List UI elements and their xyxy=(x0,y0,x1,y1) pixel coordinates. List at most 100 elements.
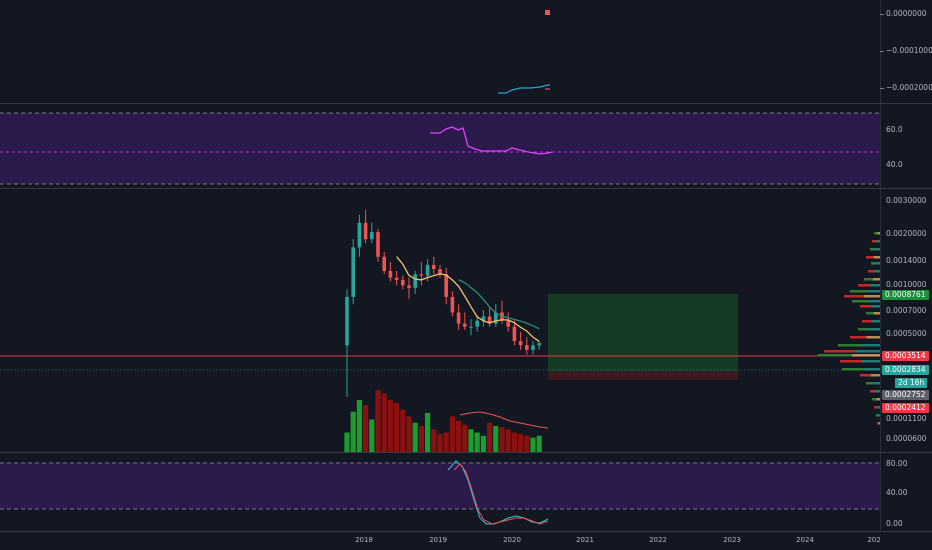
volume-profile-bar xyxy=(862,320,872,323)
time-axis[interactable] xyxy=(0,532,932,550)
volume-profile-bar xyxy=(871,305,880,308)
pane-separator[interactable] xyxy=(0,452,932,453)
volume-profile-bar xyxy=(872,278,880,281)
volume-profile-bar xyxy=(824,350,855,353)
volume-profile-bar xyxy=(850,290,867,293)
volume-profile-bar xyxy=(877,232,880,235)
volume-bar xyxy=(474,432,480,452)
volume-profile-bar xyxy=(866,336,880,339)
volume-profile-bar xyxy=(866,382,874,385)
volume-profile-bar xyxy=(866,290,880,293)
candle-body xyxy=(419,274,424,276)
volume-bar xyxy=(511,432,517,452)
price-scale-label: 0.0010000 xyxy=(886,280,927,289)
volume-profile-bar xyxy=(861,344,880,347)
rsi-scale-label: 60.0 xyxy=(886,125,903,134)
stop-price-tag: 0.0002752 xyxy=(882,390,929,400)
scale-tick xyxy=(880,14,884,15)
low-price-tag: 0.0002412 xyxy=(882,403,929,413)
volume-bar xyxy=(381,393,387,452)
volume-profile-bar xyxy=(858,284,871,287)
volume-bar xyxy=(443,432,449,452)
macd-scale-label: −0.0002000 xyxy=(886,83,932,92)
stoch-scale-label: 40.00 xyxy=(886,488,908,497)
price-scale[interactable] xyxy=(880,189,932,452)
volume-profile-bar xyxy=(860,305,871,308)
volume-bar xyxy=(530,437,536,452)
volume-profile-bar xyxy=(876,240,880,243)
candle-body xyxy=(401,279,405,286)
rsi-scale-label: 40.0 xyxy=(886,160,903,169)
price-scale-label: 0.0020000 xyxy=(886,229,927,238)
volume-profile-bar xyxy=(877,422,879,425)
candle-body xyxy=(351,247,355,297)
volume-profile-bar xyxy=(852,354,880,357)
year-label: 2023 xyxy=(723,536,741,544)
scale-tick xyxy=(880,88,884,89)
level-price-tag: 0.0003514 xyxy=(882,351,929,361)
volume-profile-bar xyxy=(871,374,880,377)
volume-profile-bar xyxy=(863,295,880,298)
volume-bar xyxy=(536,435,542,452)
candle-body xyxy=(463,323,467,327)
volume-bar xyxy=(462,424,468,452)
volume-bar xyxy=(356,400,362,452)
volume-bar xyxy=(425,413,431,452)
candle-body xyxy=(518,341,523,346)
candle-body xyxy=(413,274,417,288)
volume-profile-bar xyxy=(866,256,874,259)
ma-slow-line xyxy=(458,279,540,330)
volume-profile-bar xyxy=(852,300,868,303)
volume-profile-bar xyxy=(875,262,880,265)
stoch-band xyxy=(0,463,880,509)
price-scale-label: 0.0030000 xyxy=(886,196,927,205)
volume-profile-bar xyxy=(871,262,876,265)
volume-profile-bar xyxy=(870,390,876,393)
rsi-scale[interactable] xyxy=(880,104,932,188)
volume-bar xyxy=(418,426,424,452)
volume-profile-bar xyxy=(868,270,875,273)
volume-ma-line xyxy=(459,411,549,429)
volume-profile-bar xyxy=(878,422,880,425)
candle-body xyxy=(357,222,362,248)
year-label: 2019 xyxy=(429,536,447,544)
scale-tick xyxy=(880,51,884,52)
last-price-tag: 0.0002834 xyxy=(882,365,929,375)
volume-profile-bar xyxy=(862,360,880,363)
volume-profile-bar xyxy=(858,328,871,331)
volume-profile-bar xyxy=(875,248,880,251)
chart-canvas[interactable] xyxy=(0,0,880,532)
volume-profile-bar xyxy=(873,312,880,315)
volume-profile-bar xyxy=(874,406,878,409)
volume-bar xyxy=(412,422,418,452)
price-scale-label: 0.0001100 xyxy=(886,414,927,423)
price-scale-label: 0.0007000 xyxy=(886,306,927,315)
volume-profile-bar xyxy=(874,232,878,235)
candle-body xyxy=(363,222,368,240)
volume-bar xyxy=(369,419,375,452)
volume-bar xyxy=(431,429,437,452)
volume-profile-bar xyxy=(872,240,877,243)
year-label: 2024 xyxy=(796,536,814,544)
volume-bar xyxy=(518,433,524,452)
stoch-scale[interactable] xyxy=(880,453,932,531)
macd-line xyxy=(498,84,550,94)
volume-profile-bar xyxy=(870,248,876,251)
year-label: 202 xyxy=(867,536,881,544)
volume-bar xyxy=(394,403,400,452)
candle-body xyxy=(481,316,486,321)
volume-profile-bar xyxy=(870,284,880,287)
volume-profile-bar xyxy=(840,360,862,363)
candle-body xyxy=(388,270,393,278)
pane-separator[interactable] xyxy=(0,103,932,104)
volume-bar xyxy=(499,427,505,452)
volume-bar xyxy=(350,411,356,452)
volume-profile-bar xyxy=(873,256,880,259)
volume-bar xyxy=(480,435,486,452)
volume-bar xyxy=(505,429,511,452)
volume-bar xyxy=(468,429,474,452)
volume-profile-bar xyxy=(864,278,873,281)
price-scale-label: 0.0000600 xyxy=(886,434,927,443)
pane-separator[interactable] xyxy=(0,188,932,189)
macd-scale-label: 0.0000000 xyxy=(886,9,927,18)
